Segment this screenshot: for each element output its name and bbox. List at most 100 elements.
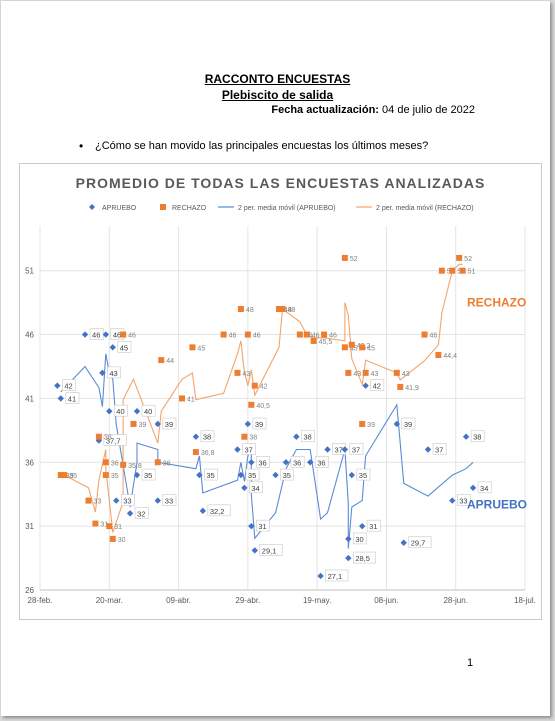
apruebo-point (126, 510, 134, 517)
apruebo-data-label-box (456, 494, 471, 506)
apruebo-data-label-box (259, 544, 283, 556)
rechazo-point (296, 331, 303, 338)
rechazo-data-label: 46 (229, 333, 237, 340)
apruebo-data-label-box (249, 481, 263, 494)
x-tick-label: 28-feb. (28, 596, 53, 605)
apruebo-data-label: 45 (120, 343, 128, 352)
apruebo-data-label: 35 (144, 471, 152, 480)
apruebo-data-label: 38 (473, 433, 481, 442)
apruebo-data-label-box (353, 551, 377, 564)
apruebo-data-label: 34 (480, 484, 488, 493)
rechazo-point (237, 306, 244, 313)
rechazo-data-label: 46 (253, 333, 261, 340)
rechazo-data-label: 51 (468, 269, 476, 276)
rechazo-data-label: 48 (246, 307, 254, 314)
rechazo-point (92, 520, 99, 527)
apruebo-point (248, 522, 255, 530)
rechazo-data-label: 35 (69, 473, 77, 480)
x-tick-label: 18-jul. (514, 596, 536, 605)
rechazo-point (154, 459, 161, 466)
rechazo-point (251, 382, 258, 389)
rechazo-point (220, 331, 227, 338)
rechazo-data-label: 52 (350, 256, 358, 263)
apruebo-point (102, 331, 110, 338)
rechazo-point (120, 461, 127, 468)
rechazo-point (359, 420, 366, 427)
rechazo-data-label: 46 (329, 333, 337, 340)
apruebo-data-label-box (366, 519, 381, 532)
apruebo-point (57, 395, 64, 402)
apruebo-data-label: 35 (359, 471, 367, 480)
poll-chart: 26 31 36 41 46 51 28-feb. 20-mar. 09-abr. 29-abr.… (25, 204, 536, 605)
apruebo-data-label-box (256, 455, 270, 468)
x-tick-label: 19-may. (303, 596, 331, 605)
apruebo-data-label-box (207, 504, 231, 517)
rechazo-point (421, 331, 428, 338)
update-date: 04 de julio de 2022 (382, 104, 475, 116)
rechazo-point (189, 344, 196, 351)
legend-rechazo-label: RECHAZO (172, 205, 207, 212)
apruebo-data-label-box (242, 443, 256, 455)
apruebo-data-label-box (252, 417, 267, 430)
rechazo-data-label: 43 (353, 371, 361, 378)
rechazo-data-label: 46 (430, 333, 438, 340)
x-tick-label: 29-abr. (235, 596, 260, 605)
page-number: 1 (467, 657, 474, 669)
apruebo-point (272, 471, 279, 479)
legend-apruebo-marker (89, 204, 95, 210)
apruebo-data-label-box (120, 494, 135, 506)
apruebo-point (348, 471, 355, 479)
apruebo-data-label: 40 (144, 407, 152, 416)
rechazo-point (345, 369, 352, 376)
apruebo-data-label: 34 (251, 484, 259, 493)
apruebo-point (345, 554, 352, 562)
apruebo-data-label: 28,5 (355, 554, 370, 563)
apruebo-data-label-box (245, 468, 260, 481)
rechazo-point (106, 523, 113, 530)
apruebo-point (54, 382, 61, 389)
apruebo-point (199, 507, 207, 515)
rechazo-data-label: 48 (288, 307, 296, 314)
apruebo-data-label-box (477, 481, 492, 494)
rechazo-point (276, 306, 283, 313)
rechazo-data-label: 31 (114, 524, 122, 531)
x-tick-label: 09-abr. (166, 596, 191, 605)
rechazo-point (57, 472, 64, 479)
rechazo-point (130, 420, 137, 427)
apruebo-point (307, 459, 314, 466)
apruebo-point (358, 522, 366, 530)
apruebo-data-label: 35 (206, 471, 214, 480)
chart-title: PROMEDIO DE TODAS LAS ENCUESTAS ANALIZAD… (75, 175, 486, 191)
rechazo-data-label: 44,4 (443, 353, 457, 360)
y-tick-label: 26 (25, 586, 34, 595)
rechazo-point (393, 369, 400, 376)
apruebo-point (449, 497, 456, 504)
rechazo-point (279, 306, 286, 313)
rechazo-data-label: 30 (118, 537, 126, 544)
apruebo-data-label: 30 (355, 535, 363, 544)
rechazo-point (321, 331, 328, 338)
rechazo-point (362, 369, 369, 376)
apruebo-data-label-box (107, 366, 121, 379)
rechazo-data-label: 36 (163, 460, 171, 467)
apruebo-series-label: APRUEBO (467, 497, 527, 511)
apruebo-point (133, 407, 141, 415)
apruebo-point (109, 344, 116, 351)
apruebo-data-label: 38 (203, 433, 211, 442)
apruebo-point (154, 497, 161, 504)
rechazo-data-label: 38 (104, 435, 112, 442)
apruebo-point (244, 420, 252, 428)
rechazo-point (85, 497, 92, 504)
apruebo-data-label: 42 (64, 382, 72, 391)
rechazo-point (158, 357, 165, 364)
document-subtitle: Plebiscito de salida (221, 88, 334, 102)
rechazo-point (102, 459, 109, 466)
apruebo-data-label-box (113, 404, 128, 417)
rechazo-data-label: 41,9 (405, 385, 419, 392)
rechazo-point (102, 472, 109, 479)
apruebo-data-label-box (353, 532, 367, 545)
chart-frame: PROMEDIO DE TODAS LAS ENCUESTAS ANALIZAD… (19, 163, 542, 620)
rechazo-data-label: 52 (464, 256, 472, 263)
apruebo-data-label-box (256, 519, 270, 532)
rechazo-point (303, 331, 310, 338)
